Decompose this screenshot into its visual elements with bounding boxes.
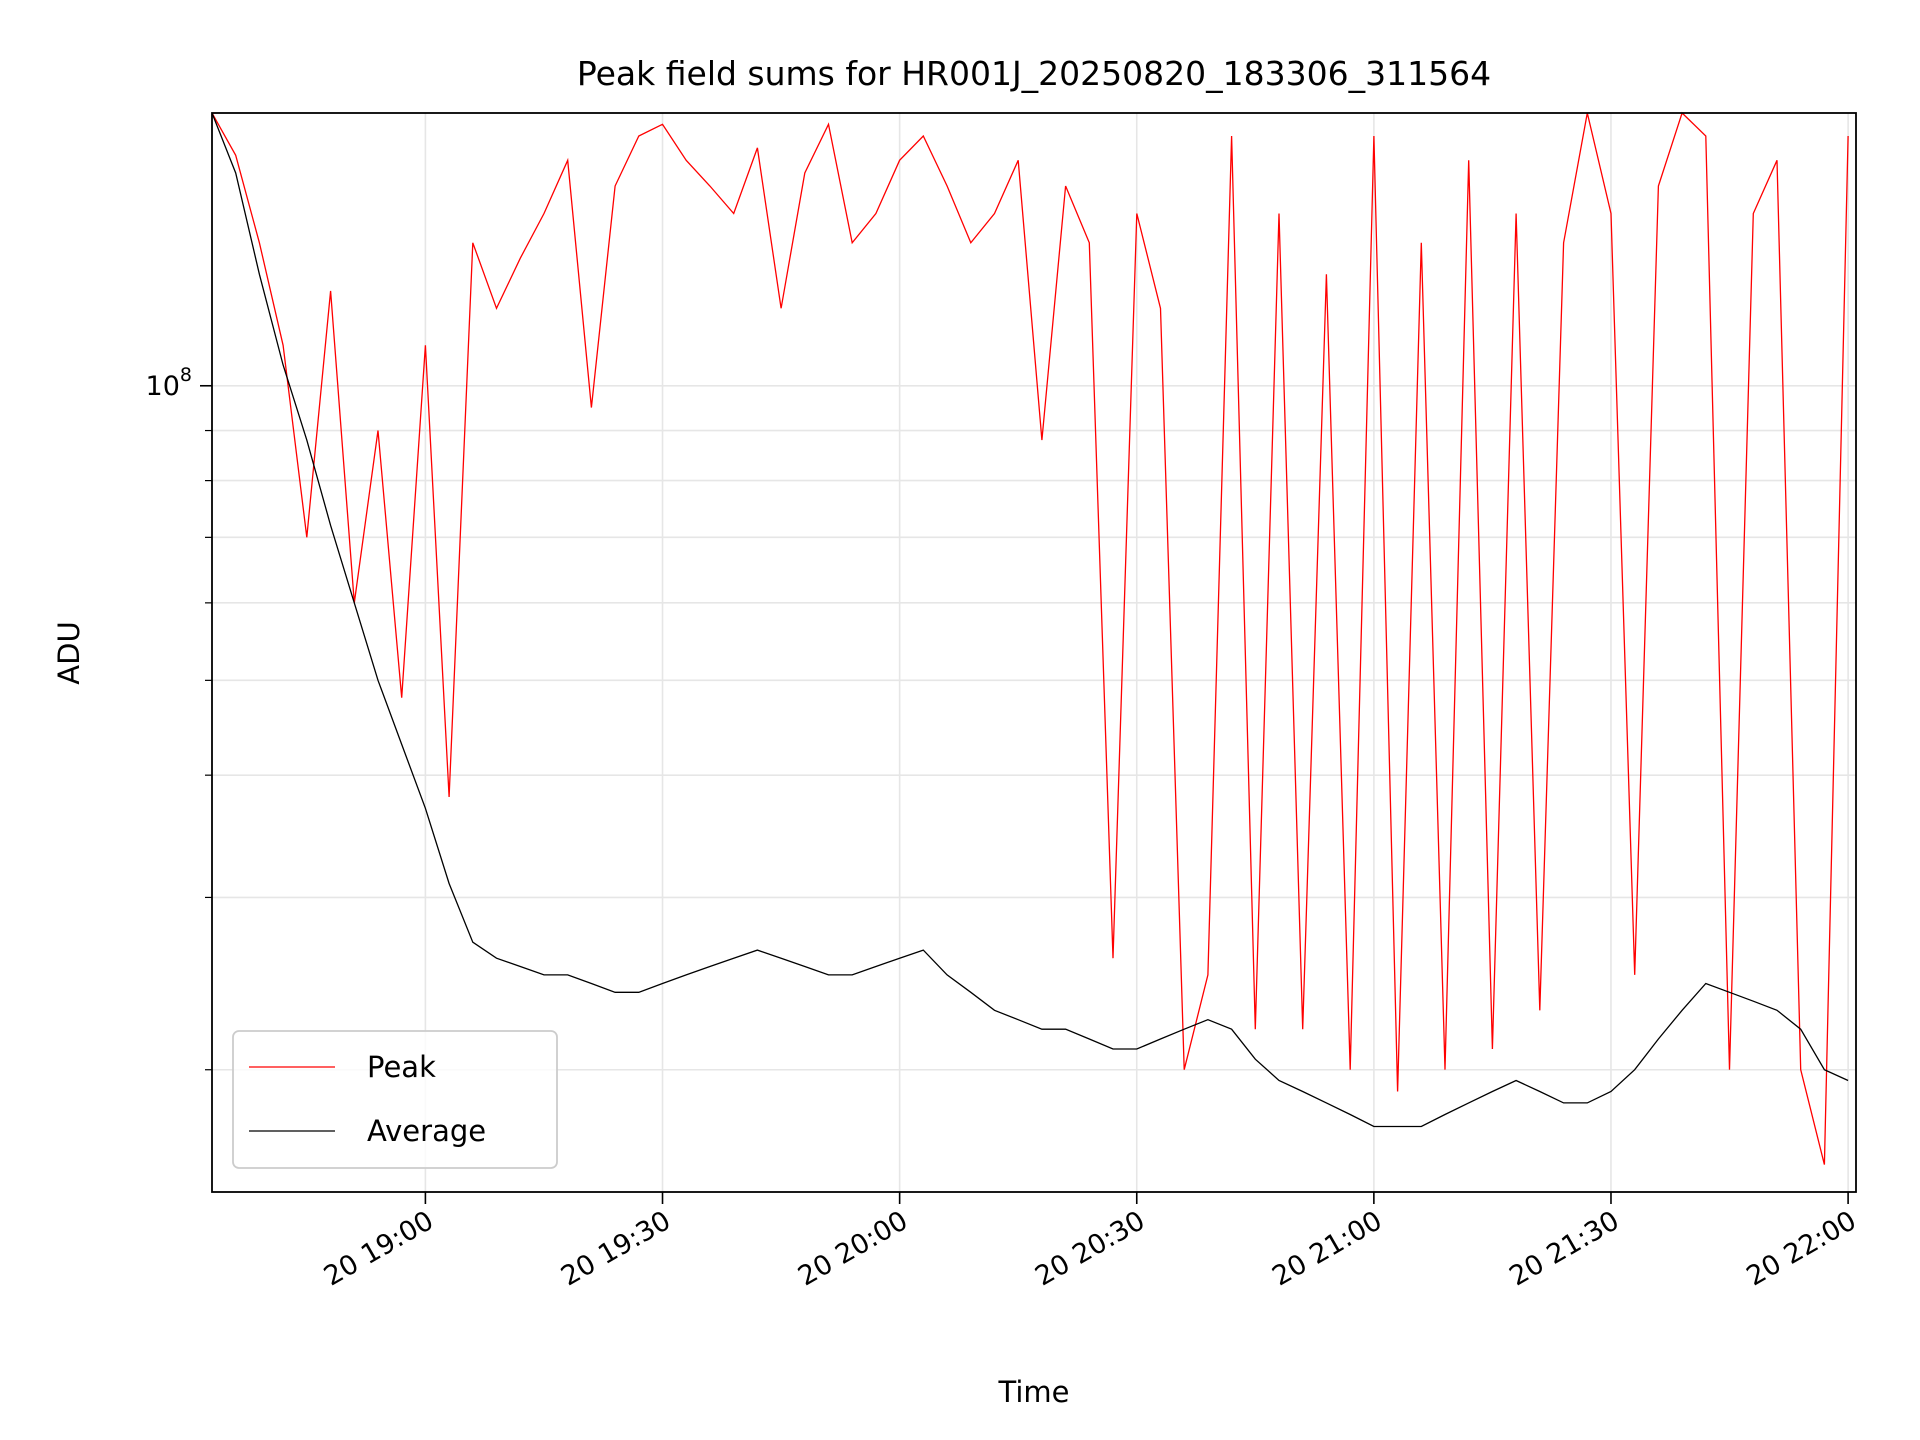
series-line-average	[211, 112, 1849, 1128]
series-line-peak	[211, 111, 1849, 1165]
x-tick-label: 20 19:00	[319, 1205, 439, 1292]
chart-title: Peak field sums for HR001J_20250820_1833…	[577, 54, 1491, 93]
plot-area	[211, 111, 1849, 1165]
legend-label-peak: Peak	[367, 1050, 436, 1084]
x-axis: 20 19:00 20 19:30 20 20:00 20 20:30 20 21:00…	[319, 1192, 1862, 1292]
grid-lines	[212, 113, 1856, 1192]
legend-box	[232, 1030, 558, 1169]
x-tick-label: 20 20:00	[793, 1205, 913, 1292]
y-tick-label: 108	[146, 364, 192, 402]
legend: Peak Average	[232, 1030, 558, 1169]
x-tick-label: 20 22:00	[1742, 1205, 1862, 1292]
y-axis-label: ADU	[52, 621, 86, 684]
x-tick-label: 20 21:00	[1267, 1205, 1387, 1292]
plot-frame	[211, 112, 1857, 1193]
x-tick-label: 20 21:30	[1504, 1205, 1624, 1292]
y-axis: 108	[146, 364, 212, 1071]
legend-label-average: Average	[367, 1114, 486, 1148]
x-axis-label: Time	[998, 1375, 1070, 1409]
x-tick-label: 20 19:30	[556, 1205, 676, 1292]
x-tick-label: 20 20:30	[1030, 1205, 1150, 1292]
